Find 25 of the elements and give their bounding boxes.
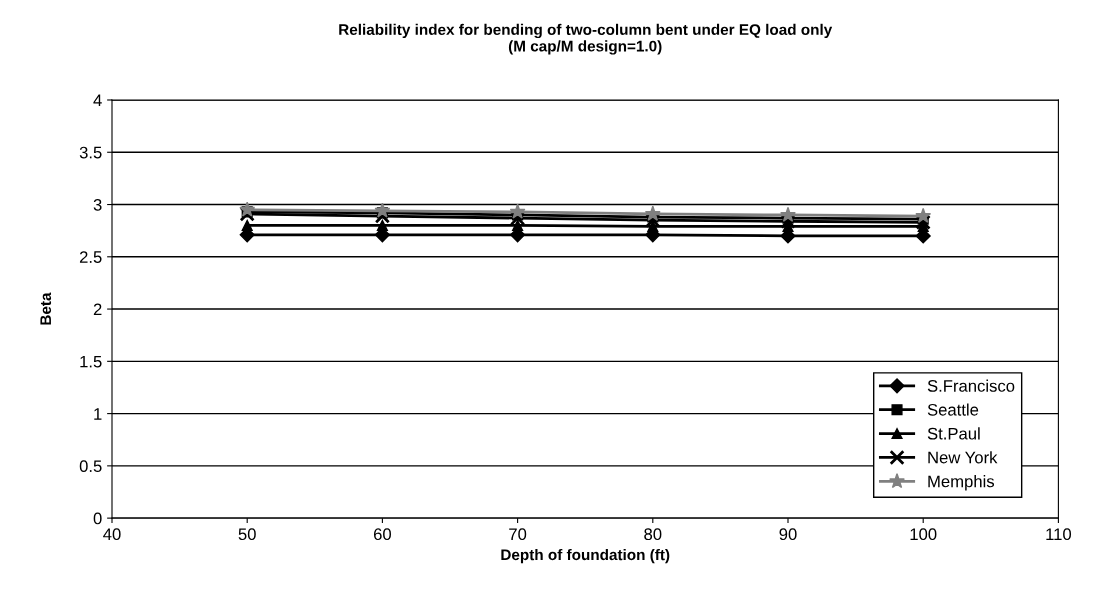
legend-label: Memphis [928, 475, 995, 491]
y-tick-label: 1.5 [80, 355, 102, 368]
y-tick-label: 2 [93, 303, 102, 316]
y-tick-label: 1 [94, 408, 102, 420]
y-tick-label: 2.5 [79, 251, 102, 263]
chart-title: Reliability index for bending of two-column bent under EQ load only (M cap/M design=1.0) [339, 23, 833, 55]
x-tick-label: 40 [103, 528, 121, 541]
x-axis-title: Depth of foundation (ft) [501, 548, 670, 564]
y-axis-title: Beta [40, 292, 52, 325]
x-tick-label: 70 [509, 528, 527, 541]
x-tick-label: 110 [1046, 528, 1072, 541]
y-tick-label: 4 [93, 94, 102, 107]
y-tick-label: 0 [93, 512, 102, 525]
x-tick-label: 80 [644, 528, 662, 541]
x-tick-label: 100 [910, 528, 937, 541]
y-tick-label: 0.5 [79, 460, 102, 473]
legend-label: Seattle [927, 403, 979, 416]
legend-label: St.Paul [927, 427, 980, 440]
y-tick-label: 3.5 [79, 146, 102, 159]
x-tick-label: 50 [238, 528, 256, 541]
x-tick-label: 60 [373, 528, 392, 541]
legend-label: New York [928, 451, 998, 464]
x-tick-label: 90 [779, 528, 797, 541]
y-tick-label: 3 [93, 198, 102, 211]
legend-label: S.Francisco [927, 379, 1015, 392]
